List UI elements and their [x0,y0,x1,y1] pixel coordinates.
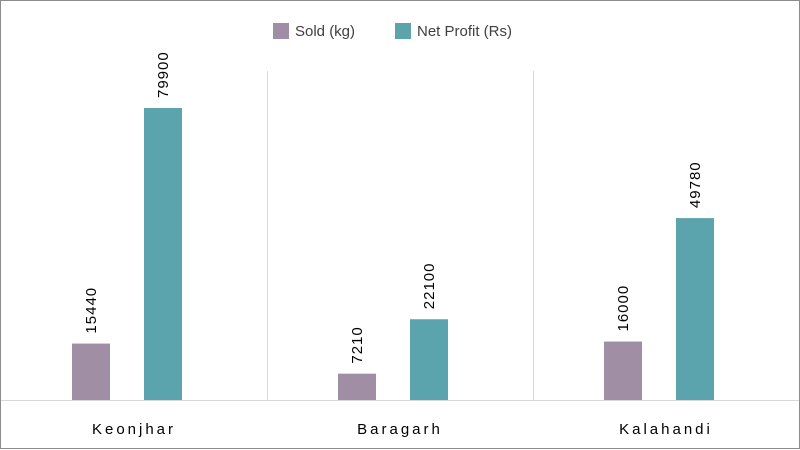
legend-swatch-sold-kg [273,23,289,39]
bars [72,108,714,400]
bar-kalahandi-sold-kg [604,341,642,400]
category-labels: Keonjhar Baragarh Kalahandi [92,421,713,438]
category-label-kalahandi: Kalahandi [619,421,713,438]
legend-label-sold-kg: Sold (kg) [295,23,355,40]
bar-keonjhar-net-profit-rs [144,108,182,400]
legend-item-net-profit-rs: Net Profit (Rs) [395,23,512,40]
bar-baragarh-sold-kg [338,373,376,400]
data-label-kalahandi-net-profit-rs: 49780 [687,161,704,208]
data-label-baragarh-sold-kg: 7210 [349,326,366,363]
category-separators [267,71,534,400]
category-label-baragarh: Baragarh [357,421,443,438]
data-label-keonjhar-sold-kg: 15440 [83,287,100,334]
legend-swatch-net-profit-rs [395,23,411,39]
legend-label-net-profit-rs: Net Profit (Rs) [417,23,512,40]
data-labels: 15440 79900 7210 22100 16000 49780 [83,51,704,363]
bar-kalahandi-net-profit-rs [676,218,714,400]
legend-item-sold-kg: Sold (kg) [273,23,355,40]
data-label-keonjhar-net-profit-rs: 79900 [155,51,172,98]
category-label-keonjhar: Keonjhar [92,421,176,438]
legend: Sold (kg) Net Profit (Rs) [273,23,512,40]
bar-baragarh-net-profit-rs [410,319,448,400]
data-label-baragarh-net-profit-rs: 22100 [421,263,438,310]
data-label-kalahandi-sold-kg: 16000 [615,285,632,332]
bar-keonjhar-sold-kg [72,343,110,400]
